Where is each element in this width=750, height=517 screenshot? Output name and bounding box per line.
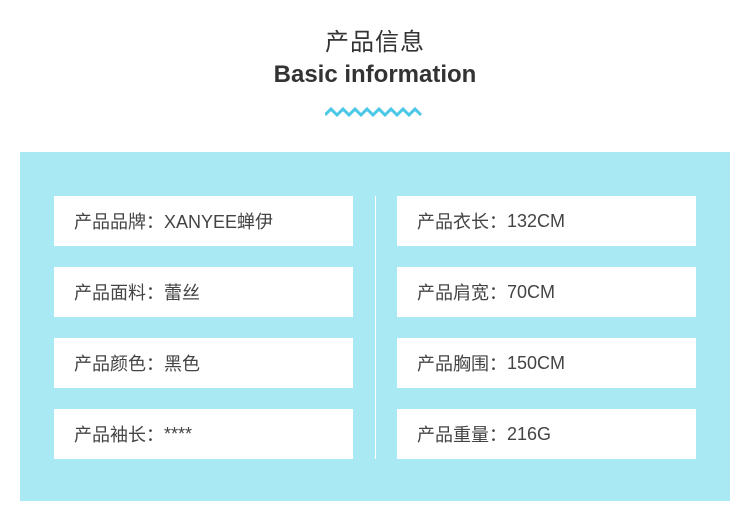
info-row: 产品颜色： 黑色 — [54, 338, 353, 388]
info-value: 黑色 — [164, 350, 200, 376]
info-label: 产品颜色： — [74, 350, 164, 376]
info-label: 产品衣长： — [417, 208, 507, 234]
info-label: 产品肩宽： — [417, 279, 507, 305]
info-column-left: 产品品牌： XANYEE蝉伊 产品面料： 蕾丝 产品颜色： 黑色 产品袖长： *… — [54, 196, 375, 459]
info-value: 70CM — [507, 282, 555, 303]
title-english: Basic information — [0, 61, 750, 89]
info-label: 产品袖长： — [74, 421, 164, 447]
info-panel: 产品品牌： XANYEE蝉伊 产品面料： 蕾丝 产品颜色： 黑色 产品袖长： *… — [20, 152, 730, 501]
info-row: 产品胸围： 150CM — [397, 338, 696, 388]
info-value: XANYEE蝉伊 — [164, 208, 273, 234]
info-value: 132CM — [507, 211, 565, 232]
info-value: **** — [164, 424, 192, 445]
info-row: 产品肩宽： 70CM — [397, 267, 696, 317]
info-label: 产品品牌： — [74, 208, 164, 234]
info-column-right: 产品衣长： 132CM 产品肩宽： 70CM 产品胸围： 150CM 产品重量：… — [375, 196, 696, 459]
info-value: 150CM — [507, 353, 565, 374]
info-label: 产品重量： — [417, 421, 507, 447]
info-value: 蕾丝 — [164, 279, 200, 305]
info-row: 产品面料： 蕾丝 — [54, 267, 353, 317]
zigzag-divider-icon — [325, 107, 425, 117]
info-row: 产品袖长： **** — [54, 409, 353, 459]
info-label: 产品面料： — [74, 279, 164, 305]
info-row: 产品衣长： 132CM — [397, 196, 696, 246]
info-row: 产品品牌： XANYEE蝉伊 — [54, 196, 353, 246]
column-divider — [375, 196, 376, 459]
title-chinese: 产品信息 — [0, 22, 750, 57]
info-row: 产品重量： 216G — [397, 409, 696, 459]
info-value: 216G — [507, 424, 551, 445]
header: 产品信息 Basic information — [0, 0, 750, 122]
info-label: 产品胸围： — [417, 350, 507, 376]
